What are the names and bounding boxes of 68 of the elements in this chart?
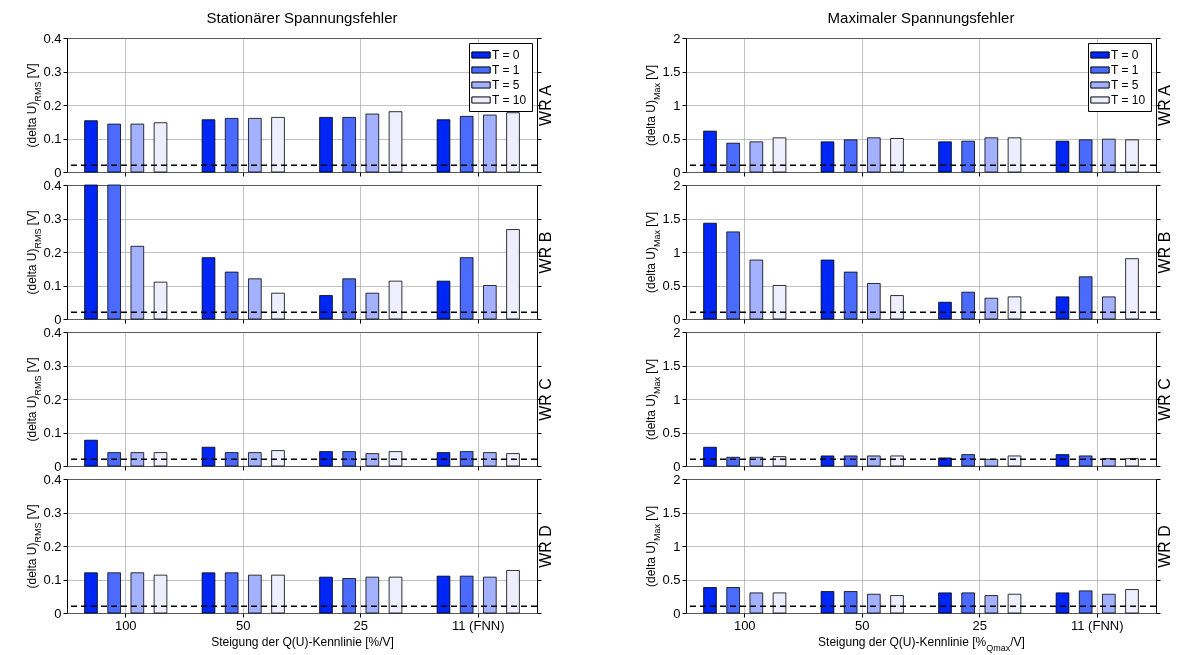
x-tick-label: 50 xyxy=(855,617,870,633)
x-tick-label: 25 xyxy=(353,617,368,633)
legend-label: T = 1 xyxy=(1111,63,1139,77)
chart-title: Stationärer Spannungsfehler xyxy=(206,9,398,26)
x-tick-label: 100 xyxy=(733,617,756,633)
y-tick-label: 1 xyxy=(673,97,681,113)
y-tick-label: 0 xyxy=(673,458,681,474)
y-tick-label: 0.3 xyxy=(43,505,62,520)
y-tick-label: 1 xyxy=(673,538,681,554)
y-tick-label: 1 xyxy=(673,391,681,407)
y-tick-label: 0.3 xyxy=(43,211,62,226)
y-tick-label: 0.1 xyxy=(43,572,62,587)
y2-axis-title: WR D xyxy=(1156,525,1173,568)
y-tick-label: 2 xyxy=(673,30,681,46)
y-tick-label: 1.5 xyxy=(662,358,681,373)
chart-title: Maximaler Spannungsfehler xyxy=(827,9,1015,26)
y-tick-label: 1.5 xyxy=(662,64,681,79)
y-tick-label: 0 xyxy=(673,605,681,621)
y-tick-label: 0.5 xyxy=(662,278,681,293)
y-tick-label: 0 xyxy=(54,164,62,180)
legend-label: T = 5 xyxy=(492,78,520,92)
x-axis-title: Steigung der Q(U)-Kennlinie [%$_{Qmax}$/V] xyxy=(818,634,1025,653)
legend-label: T = 0 xyxy=(1111,48,1139,62)
y-tick-label: 0.3 xyxy=(43,64,62,79)
y-tick-label: 0.1 xyxy=(43,131,62,146)
y2-axis-title: WR C xyxy=(1156,378,1173,421)
x-tick-label: 100 xyxy=(114,617,137,633)
y-tick-label: 0.1 xyxy=(43,278,62,293)
y2-axis-title: WR C xyxy=(537,378,554,421)
x-tick-label: 50 xyxy=(236,617,251,633)
legend-label: T = 5 xyxy=(1111,78,1139,92)
y-tick-label: 0.1 xyxy=(43,425,62,440)
x-axis-title: Steigung der Q(U)-Kennlinie [%/V] xyxy=(211,634,394,649)
y-tick-label: 0.5 xyxy=(662,425,681,440)
y-tick-label: 0.2 xyxy=(43,97,62,113)
legend-label: T = 10 xyxy=(492,93,527,107)
y-tick-label: 2 xyxy=(673,177,681,193)
y-tick-label: 0 xyxy=(54,311,62,327)
x-tick-label: 25 xyxy=(972,617,987,633)
y-tick-label: 0.5 xyxy=(662,572,681,587)
y-tick-label: 0.2 xyxy=(43,244,62,260)
y-tick-label: 0.2 xyxy=(43,391,62,407)
y-tick-label: 2 xyxy=(673,471,681,487)
y-tick-label: 0.3 xyxy=(43,358,62,373)
legend-label: T = 1 xyxy=(492,63,520,77)
x-tick-label: 11 (FNN) xyxy=(452,617,505,633)
y-tick-label: 0.4 xyxy=(43,177,62,193)
y-tick-label: 1 xyxy=(673,244,681,260)
legend-label: T = 10 xyxy=(1111,93,1146,107)
y2-axis-title: WR B xyxy=(537,231,554,274)
legend-label: T = 0 xyxy=(492,48,520,62)
y-tick-label: 0 xyxy=(54,458,62,474)
y-tick-label: 0 xyxy=(673,164,681,180)
y-tick-label: 0.4 xyxy=(43,471,62,487)
y-tick-label: 0.5 xyxy=(662,131,681,146)
y-tick-label: 1.5 xyxy=(662,211,681,226)
y-tick-label: 1.5 xyxy=(662,505,681,520)
x-tick-label: 11 (FNN) xyxy=(1071,617,1124,633)
y-tick-label: 0 xyxy=(673,311,681,327)
y2-axis-title: WR D xyxy=(537,525,554,568)
y-tick-label: 0.4 xyxy=(43,30,62,46)
y-tick-label: 2 xyxy=(673,324,681,340)
y2-axis-title: WR A xyxy=(1156,84,1173,126)
y-tick-label: 0 xyxy=(54,605,62,621)
y-tick-label: 0.4 xyxy=(43,324,62,340)
y2-axis-title: WR B xyxy=(1156,231,1173,274)
y2-axis-title: WR A xyxy=(537,84,554,126)
y-tick-label: 0.2 xyxy=(43,538,62,554)
